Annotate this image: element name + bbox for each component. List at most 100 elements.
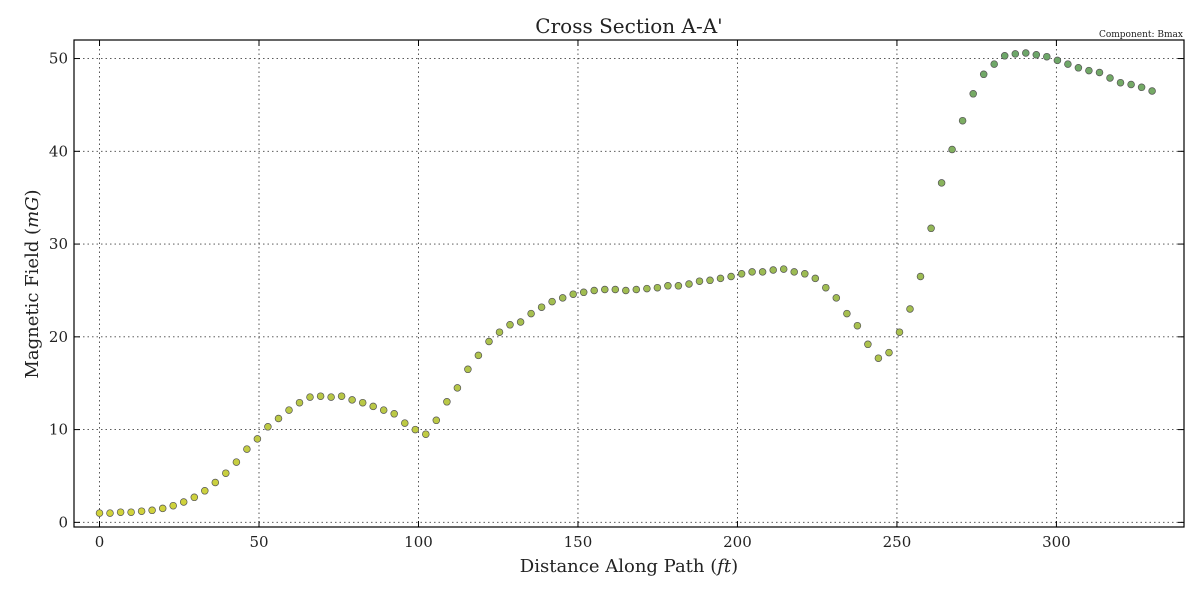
data-point xyxy=(453,384,462,392)
data-point xyxy=(485,337,493,346)
data-point xyxy=(643,284,651,293)
y-tick-label: 40 xyxy=(49,142,68,160)
data-point xyxy=(727,272,735,281)
data-point xyxy=(1043,52,1051,61)
data-point xyxy=(337,392,346,400)
data-point xyxy=(895,328,904,336)
data-point xyxy=(432,416,441,425)
y-tick-label: 0 xyxy=(58,513,68,531)
data-point xyxy=(316,392,325,400)
y-tick-label: 50 xyxy=(49,50,68,68)
data-point xyxy=(506,321,514,329)
data-point xyxy=(274,414,283,423)
data-point xyxy=(706,276,714,285)
data-point xyxy=(653,283,662,292)
data-point xyxy=(474,351,483,360)
x-tick-label: 250 xyxy=(883,533,912,551)
data-point xyxy=(611,285,620,294)
data-point xyxy=(569,290,577,298)
data-point xyxy=(853,321,862,330)
data-point xyxy=(811,274,820,283)
data-point xyxy=(369,402,377,411)
data-point xyxy=(422,430,430,438)
data-point xyxy=(179,498,188,506)
data-point xyxy=(537,303,546,311)
chart-title: Cross Section A-A' xyxy=(535,14,722,38)
data-point xyxy=(737,270,746,278)
data-point xyxy=(916,272,925,281)
x-axis-label-text: Distance Along Path ( xyxy=(520,556,717,577)
data-point xyxy=(495,328,504,336)
data-point xyxy=(95,509,104,517)
data-point xyxy=(106,509,114,517)
data-point xyxy=(285,406,293,414)
data-point xyxy=(211,478,220,487)
data-point xyxy=(232,458,241,466)
data-point xyxy=(222,469,230,477)
data-point xyxy=(948,145,956,154)
y-axis-label: Magnetic Field (mG) xyxy=(22,189,43,378)
grid-lines xyxy=(74,40,1184,527)
data-point xyxy=(243,445,251,453)
data-point xyxy=(1064,60,1072,68)
x-axis-ticks: 0 50 100 150 200 250 300 xyxy=(95,40,1071,551)
x-tick-label: 50 xyxy=(249,533,268,551)
data-point xyxy=(832,294,841,302)
data-point xyxy=(874,354,883,362)
data-point xyxy=(1000,52,1009,60)
data-point xyxy=(758,268,767,276)
y-tick-label: 10 xyxy=(49,421,68,439)
data-point xyxy=(253,435,262,443)
y-axis-label-close: ) xyxy=(22,189,43,196)
data-point xyxy=(158,504,167,513)
data-point xyxy=(148,506,156,515)
data-point xyxy=(906,305,914,313)
data-point xyxy=(558,294,567,302)
data-point xyxy=(927,224,935,233)
data-point xyxy=(1022,49,1030,57)
data-point xyxy=(590,286,598,295)
data-point xyxy=(443,398,451,406)
data-point xyxy=(748,268,756,276)
data-point xyxy=(127,508,135,516)
data-point xyxy=(116,508,125,516)
data-point xyxy=(401,419,409,427)
x-axis-label-close: ) xyxy=(731,556,738,577)
data-point xyxy=(390,410,398,418)
x-axis-label: Distance Along Path (ft) xyxy=(520,556,738,577)
data-point xyxy=(1085,66,1093,75)
data-point xyxy=(716,274,725,283)
data-point xyxy=(1106,74,1114,82)
data-point xyxy=(137,507,146,515)
data-point xyxy=(632,285,641,294)
data-point xyxy=(527,309,535,318)
data-point xyxy=(348,396,356,404)
data-point xyxy=(169,501,177,510)
x-axis-unit: ft xyxy=(715,556,732,577)
data-point xyxy=(937,179,946,187)
data-point xyxy=(411,425,420,434)
data-point xyxy=(190,493,199,502)
data-point xyxy=(1032,51,1041,59)
data-point xyxy=(674,282,683,290)
x-tick-label: 150 xyxy=(564,533,593,551)
data-point xyxy=(516,318,525,326)
data-point xyxy=(1011,50,1020,58)
data-point xyxy=(264,423,272,431)
data-point xyxy=(769,266,777,274)
data-point xyxy=(1127,80,1135,89)
data-point xyxy=(990,60,998,68)
data-point xyxy=(685,280,693,288)
data-point xyxy=(958,116,967,125)
x-tick-label: 100 xyxy=(404,533,433,551)
data-point xyxy=(864,340,872,349)
data-point xyxy=(358,398,367,407)
data-point xyxy=(695,277,704,285)
data-point xyxy=(327,393,335,401)
data-point xyxy=(379,406,388,414)
data-point xyxy=(822,283,830,292)
data-point xyxy=(885,348,893,357)
data-point xyxy=(1053,56,1062,65)
plot-frame xyxy=(73,39,1185,528)
y-axis-label-text: Magnetic Field ( xyxy=(22,228,43,379)
